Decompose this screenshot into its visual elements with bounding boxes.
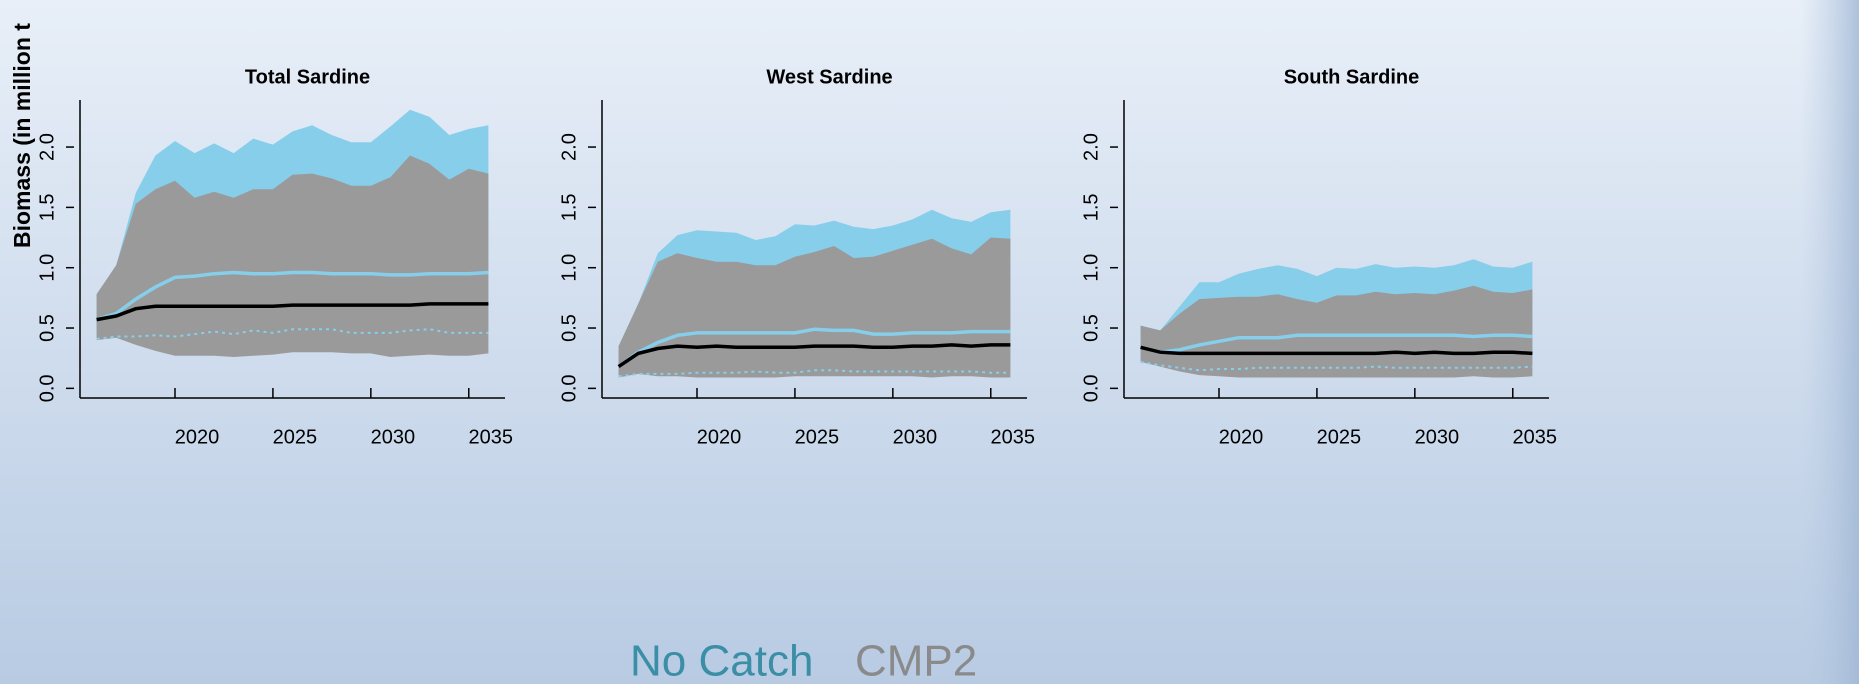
x-tick-label: 2035 [1513,426,1558,448]
band [618,237,1011,378]
median-line [96,270,489,322]
y-tick-label: 0.0 [558,374,580,402]
y-tick-label: 0.0 [36,374,58,402]
median-line [1140,345,1533,356]
x-tick-label: 2020 [697,426,742,448]
y-tick-label: 1.5 [1080,193,1102,221]
x-tick-label: 2025 [795,426,840,448]
x-tick-label: 2030 [371,426,416,448]
lower-line [618,369,1011,378]
y-tick-label: 1.0 [1080,254,1102,282]
median-line [617,343,1011,369]
panel-title: Total Sardine [245,66,370,88]
background-edge [1800,0,1859,684]
legend-entry: No Catch [630,637,813,684]
median-line [617,327,1011,369]
legend-entry: CMP2 [855,637,977,684]
median-line [1140,333,1533,354]
median-line [96,302,489,322]
y-tick-label: 1.5 [36,193,58,221]
y-axis-label: Biomass (in million t [9,23,35,248]
band [1140,285,1533,378]
y-tick-label: 1.0 [558,254,580,282]
x-tick-label: 2020 [175,426,220,448]
lower-line [1140,360,1533,372]
y-tick-label: 0.5 [36,314,58,342]
x-tick-label: 2035 [991,426,1036,448]
panel-title: West Sardine [766,66,892,88]
x-tick-label: 2035 [469,426,514,448]
y-tick-label: 2.0 [558,133,580,161]
panel: Total Sardine 0.0 0.5 1.0 1.5 2.0 2020 2025 2030… [36,66,513,448]
y-tick-label: 2.0 [36,133,58,161]
y-tick-label: 1.5 [558,193,580,221]
x-tick-label: 2020 [1219,426,1264,448]
panel: West Sardine 0.0 0.5 1.0 1.5 2.0 2020 2025 2030 2… [558,66,1035,448]
y-tick-label: 0.5 [558,314,580,342]
x-tick-label: 2025 [1317,426,1362,448]
x-tick-label: 2030 [893,426,938,448]
panel: South Sardine 0.0 0.5 1.0 1.5 2.0 2020 2025 2030… [1080,66,1557,448]
x-tick-label: 2030 [1415,426,1460,448]
y-tick-label: 2.0 [1080,133,1102,161]
panel-title: South Sardine [1284,66,1420,88]
y-tick-label: 0.5 [1080,314,1102,342]
x-tick-label: 2025 [273,426,318,448]
y-tick-label: 0.0 [1080,374,1102,402]
y-tick-label: 1.0 [36,254,58,282]
lower-line [96,328,489,340]
